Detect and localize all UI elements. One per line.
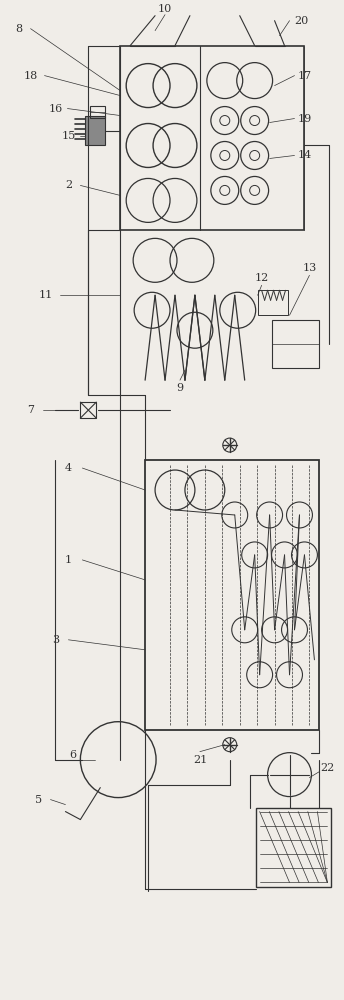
Text: 14: 14 <box>297 150 312 160</box>
Text: 8: 8 <box>15 24 22 34</box>
Bar <box>80 402 96 418</box>
Text: 16: 16 <box>49 104 63 114</box>
Text: 7: 7 <box>27 405 34 415</box>
Bar <box>272 320 319 368</box>
Bar <box>256 808 331 887</box>
Text: 10: 10 <box>158 4 172 14</box>
Text: 1: 1 <box>65 555 72 565</box>
Bar <box>85 116 105 145</box>
Text: 5: 5 <box>35 795 42 805</box>
Text: 13: 13 <box>302 263 316 273</box>
Text: 6: 6 <box>69 750 76 760</box>
Text: 9: 9 <box>176 383 184 393</box>
Bar <box>145 460 319 730</box>
Bar <box>120 46 304 230</box>
Text: 18: 18 <box>23 71 38 81</box>
Text: 4: 4 <box>65 463 72 473</box>
Text: 17: 17 <box>298 71 312 81</box>
Bar <box>258 290 288 315</box>
Text: 22: 22 <box>320 763 334 773</box>
Text: 11: 11 <box>39 290 53 300</box>
Text: 2: 2 <box>65 180 72 190</box>
Text: 15: 15 <box>61 131 76 141</box>
Text: 19: 19 <box>297 114 312 124</box>
Text: 3: 3 <box>52 635 59 645</box>
Text: 20: 20 <box>294 16 309 26</box>
Text: 21: 21 <box>193 755 207 765</box>
Text: 12: 12 <box>255 273 269 283</box>
Bar <box>90 106 105 118</box>
